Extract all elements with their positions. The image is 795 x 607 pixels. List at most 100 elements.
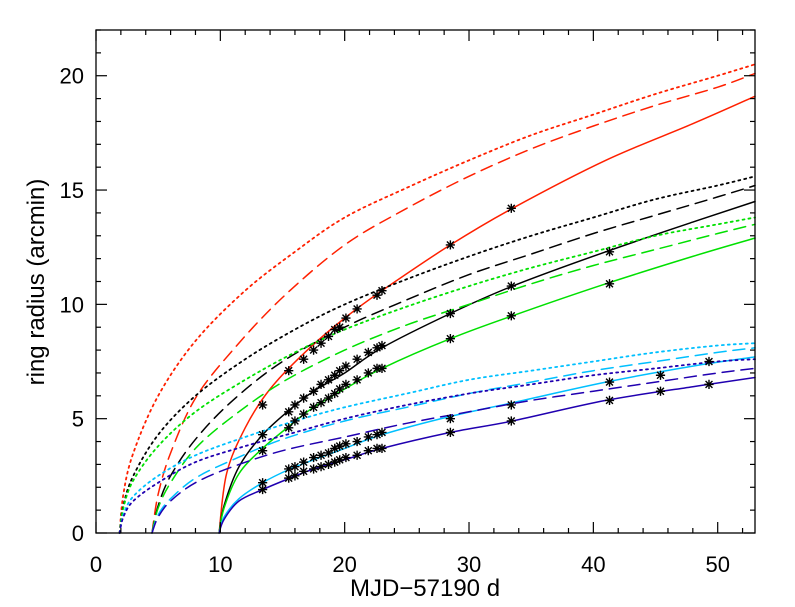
y-axis-title: ring radius (arcmin) (23, 179, 50, 386)
data-point-marker (704, 356, 714, 367)
data-point-marker (308, 452, 319, 463)
data-point-marker (604, 395, 615, 405)
data-point-marker (352, 436, 362, 447)
data-point-marker (299, 354, 309, 364)
observation-markers (258, 203, 714, 495)
model-curve-dotted (118, 216, 756, 534)
data-point-marker (316, 450, 326, 460)
x-tick-label: 30 (457, 552, 481, 577)
data-point-marker (604, 247, 615, 257)
x-tick-label: 50 (705, 552, 729, 577)
data-point-marker (363, 368, 373, 378)
model-curve-solid (218, 200, 756, 534)
data-point-marker (372, 443, 382, 454)
data-point-marker (341, 452, 351, 463)
model-curve-dotted (118, 358, 756, 534)
data-point-marker (445, 308, 455, 319)
data-point-marker (258, 446, 268, 456)
data-point-marker (372, 343, 382, 353)
y-tick-labels: 0 5 10 15 20 (60, 64, 84, 546)
data-point-marker (284, 366, 294, 376)
model-curve-solid (218, 95, 756, 534)
data-point-marker (284, 464, 294, 474)
data-point-marker (377, 286, 387, 296)
data-point-marker (323, 459, 334, 470)
data-point-marker (704, 379, 714, 389)
model-curve-dotted (118, 175, 756, 534)
data-point-marker (655, 370, 666, 380)
data-point-marker (335, 455, 345, 465)
data-point-marker (506, 203, 516, 213)
x-tick-label: 20 (332, 552, 356, 577)
x-tick-label: 40 (581, 552, 605, 577)
data-point-marker (506, 281, 516, 291)
data-point-marker (323, 331, 334, 341)
data-point-marker (308, 386, 319, 396)
model-curve-dashed (151, 367, 756, 534)
data-point-marker (284, 473, 294, 483)
data-point-marker (352, 354, 362, 364)
data-point-marker (323, 448, 334, 458)
data-point-marker (330, 388, 340, 399)
data-point-marker (308, 402, 319, 412)
data-point-marker (341, 361, 351, 371)
data-point-marker (372, 290, 382, 300)
data-point-marker (363, 347, 373, 357)
model-curve-dotted (118, 63, 756, 534)
data-point-marker (604, 279, 615, 289)
x-tick-label: 0 (90, 552, 102, 577)
data-point-marker (290, 462, 300, 472)
model-curve-solid (218, 237, 756, 534)
data-point-marker (352, 304, 362, 314)
data-point-marker (258, 484, 268, 495)
model-curve-dotted (118, 342, 756, 534)
data-point-marker (299, 457, 309, 467)
x-axis-title: MJD−57190 d (350, 575, 500, 602)
data-point-marker (308, 345, 319, 355)
data-point-marker (330, 457, 340, 467)
data-point-marker (299, 409, 309, 419)
model-curve-dashed (151, 347, 756, 534)
data-point-marker (330, 324, 340, 335)
data-point-marker (258, 400, 268, 410)
data-point-marker (258, 478, 268, 488)
data-point-marker (284, 423, 294, 433)
data-point-marker (604, 377, 615, 387)
data-point-marker (377, 363, 387, 373)
y-tick-label: 0 (72, 521, 84, 546)
data-point-marker (335, 366, 345, 376)
y-tick-label: 20 (60, 64, 84, 89)
data-point-marker (445, 240, 455, 250)
data-point-marker (445, 414, 455, 424)
y-tick-label: 5 (72, 407, 84, 432)
data-point-marker (372, 363, 382, 373)
data-point-marker (341, 379, 351, 389)
data-point-marker (316, 379, 326, 389)
data-point-marker (330, 443, 340, 454)
data-point-marker (377, 443, 387, 454)
data-point-marker (308, 464, 319, 474)
data-point-marker (352, 450, 362, 460)
data-point-marker (323, 393, 334, 403)
data-point-marker (445, 427, 455, 437)
data-point-marker (258, 430, 268, 440)
data-point-marker (290, 471, 300, 481)
data-point-marker (506, 400, 516, 410)
data-point-marker (299, 466, 309, 476)
data-point-marker (323, 375, 334, 385)
y-tick-label: 15 (60, 178, 84, 203)
data-point-marker (341, 313, 351, 323)
data-point-marker (335, 322, 345, 332)
x-tick-labels: 0 10 20 30 40 50 (90, 552, 730, 577)
data-point-marker (290, 416, 300, 426)
data-point-marker (316, 338, 326, 348)
x-tick-label: 10 (208, 552, 232, 577)
plot-frame (95, 29, 756, 534)
data-point-marker (655, 386, 666, 396)
model-curve-dashed (151, 223, 756, 534)
model-curve-dashed (151, 72, 756, 534)
data-point-marker (377, 340, 387, 351)
model-curves (118, 63, 756, 534)
model-curve-dashed (151, 184, 756, 534)
